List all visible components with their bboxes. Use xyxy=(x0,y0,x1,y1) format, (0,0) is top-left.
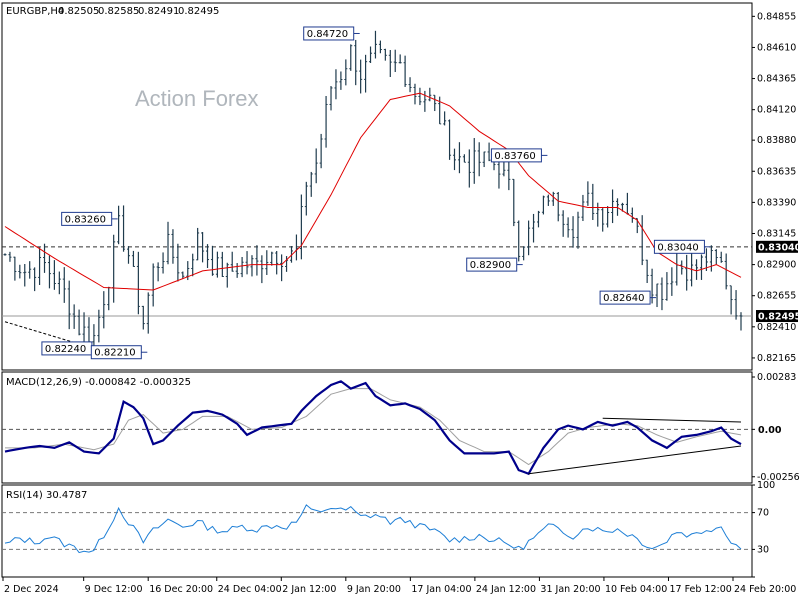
price-label-text: 0.83760 xyxy=(494,151,535,162)
price-label-text: 0.82640 xyxy=(603,293,644,304)
rsi-line xyxy=(4,504,742,554)
macd-readout: 0.00 xyxy=(758,425,782,436)
price-label-box xyxy=(90,345,142,360)
price-label-box xyxy=(303,26,355,41)
time-tick-label: 17 Jan 04:00 xyxy=(411,584,471,595)
moving-average-line xyxy=(4,92,742,291)
price-tick-label: 0.82165 xyxy=(757,353,796,364)
price-label-box xyxy=(653,239,705,254)
macd-trendline xyxy=(602,417,742,423)
price-label-text: 0.82900 xyxy=(470,260,511,271)
rsi-panel: 100 70 30 xyxy=(2,480,775,578)
rsi-tick-label: 70 xyxy=(757,508,769,519)
time-tick-label: 2 Dec 2024 xyxy=(4,584,59,595)
price-tick-label: 0.84855 xyxy=(757,11,796,22)
price-label-box xyxy=(61,211,113,226)
price-tick-label: 0.83635 xyxy=(757,166,796,177)
macd-line xyxy=(4,380,742,476)
panel-frames xyxy=(1,2,753,578)
price-label-text: 0.82210 xyxy=(94,348,135,359)
ohlc-open: 0.82505 xyxy=(58,6,99,17)
time-tick-label: 9 Jan 20:00 xyxy=(347,584,401,595)
price-label-text: 0.83260 xyxy=(65,214,106,225)
rsi-tick-label: 30 xyxy=(757,544,769,555)
rsi-title: RSI(14) 30.4787 xyxy=(6,490,87,501)
time-tick-label: 10 Feb 04:00 xyxy=(605,584,667,595)
price-tick-label: 0.83145 xyxy=(757,228,796,239)
time-tick-label: 31 Jan 20:00 xyxy=(540,584,600,595)
price-tick-label: 0.84120 xyxy=(757,105,796,116)
macd-tick-label: 0.00283 xyxy=(757,372,796,383)
level-badge xyxy=(756,240,798,253)
price-tick-label: 0.83390 xyxy=(757,197,796,208)
ohlc-close: 0.82495 xyxy=(178,6,219,17)
price-tick-label: 0.82410 xyxy=(757,322,796,333)
price-label-text: 0.82240 xyxy=(45,344,86,355)
ohlc-high: 0.82585 xyxy=(98,6,139,17)
macd-tick-label: -0.002563 xyxy=(757,472,800,483)
time-tick-label: 2 Jan 12:00 xyxy=(282,584,336,595)
macd-readout-bg xyxy=(756,423,780,436)
level-badge xyxy=(756,310,798,323)
price-tick-label: 0.84610 xyxy=(757,42,796,53)
time-tick-label: 17 Feb 12:00 xyxy=(669,584,731,595)
panel-frame-2 xyxy=(1,484,753,578)
time-axis: 2 Dec 2024 9 Dec 12:00 16 Dec 20:00 24 Dec … xyxy=(2,577,796,595)
price-label-box xyxy=(466,257,518,272)
watermark: Action Forex xyxy=(135,86,259,111)
ohlc-low: 0.82491 xyxy=(138,6,179,17)
panel-frame-1 xyxy=(1,371,753,484)
rsi-tick-label: 100 xyxy=(757,480,775,491)
level-badge-text: 0.82495 xyxy=(758,312,800,323)
price-label-box xyxy=(490,148,542,163)
macd-trendline xyxy=(528,445,742,475)
time-tick-label: 24 Jan 12:00 xyxy=(476,584,536,595)
price-tick-label: 0.83880 xyxy=(757,135,796,146)
macd-panel: 0.002830.00-0.0025630.00 xyxy=(2,372,800,483)
price-label-text: 0.84720 xyxy=(307,29,348,40)
macd-title: MACD(12,26,9) -0.000842 -0.000325 xyxy=(6,377,191,388)
time-tick-label: 16 Dec 20:00 xyxy=(149,584,213,595)
price-title: EURGBP,H4 xyxy=(6,6,64,17)
level-badge-text: 0.83040 xyxy=(758,242,800,253)
price-panel: 0.84855 0.84610 0.84365 0.84120 0.83880 0.836… xyxy=(2,11,800,364)
price-tick-label: 0.82655 xyxy=(757,291,796,302)
time-tick-label: 9 Dec 12:00 xyxy=(85,584,143,595)
price-tick-label: 0.84365 xyxy=(757,74,796,85)
time-tick-label: 24 Feb 20:00 xyxy=(734,584,796,595)
panel-frame-0 xyxy=(1,2,753,371)
price-tick-label: 0.82900 xyxy=(757,260,796,271)
price-label-text: 0.83040 xyxy=(657,242,698,253)
time-tick-label: 24 Dec 04:00 xyxy=(218,584,282,595)
macd-signal-line xyxy=(5,388,742,466)
price-label-box xyxy=(599,290,651,305)
